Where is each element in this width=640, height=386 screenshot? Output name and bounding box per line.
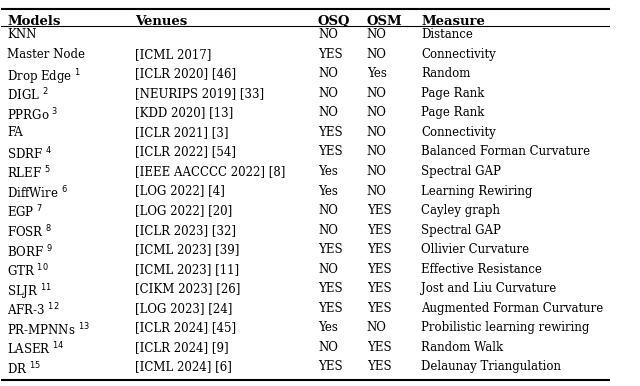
Text: [ICLR 2024] [45]: [ICLR 2024] [45] (135, 322, 236, 334)
Text: [KDD 2020] [13]: [KDD 2020] [13] (135, 107, 234, 119)
Text: DIGL $^2$: DIGL $^2$ (8, 87, 49, 103)
Text: Probilistic learning rewiring: Probilistic learning rewiring (421, 322, 590, 334)
Text: Ollivier Curvature: Ollivier Curvature (421, 243, 529, 256)
Text: [LOG 2022] [20]: [LOG 2022] [20] (135, 204, 232, 217)
Text: EGP $^7$: EGP $^7$ (8, 204, 44, 221)
Text: YES: YES (367, 302, 391, 315)
Text: Cayley graph: Cayley graph (421, 204, 500, 217)
Text: DiffWire $^6$: DiffWire $^6$ (8, 185, 68, 201)
Text: YES: YES (367, 243, 391, 256)
Text: NO: NO (318, 28, 338, 41)
Text: Connectivity: Connectivity (421, 126, 496, 139)
Text: [ICLR 2024] [9]: [ICLR 2024] [9] (135, 341, 229, 354)
Text: NO: NO (318, 107, 338, 119)
Text: NO: NO (367, 126, 387, 139)
Text: [ICML 2023] [11]: [ICML 2023] [11] (135, 263, 239, 276)
Text: RLEF $^5$: RLEF $^5$ (8, 165, 51, 182)
Text: Connectivity: Connectivity (421, 48, 496, 61)
Text: Yes: Yes (318, 322, 338, 334)
Text: AFR-3 $^{12}$: AFR-3 $^{12}$ (8, 302, 60, 318)
Text: Yes: Yes (318, 185, 338, 198)
Text: Random Walk: Random Walk (421, 341, 504, 354)
Text: Delaunay Triangulation: Delaunay Triangulation (421, 361, 561, 374)
Text: PPRGo $^3$: PPRGo $^3$ (8, 107, 59, 123)
Text: [LOG 2022] [4]: [LOG 2022] [4] (135, 185, 225, 198)
Text: Models: Models (8, 15, 61, 28)
Text: YES: YES (367, 223, 391, 237)
Text: Effective Resistance: Effective Resistance (421, 263, 542, 276)
Text: FOSR $^8$: FOSR $^8$ (8, 223, 52, 240)
Text: BORF $^9$: BORF $^9$ (8, 243, 53, 260)
Text: NO: NO (367, 28, 387, 41)
Text: Augmented Forman Curvature: Augmented Forman Curvature (421, 302, 604, 315)
Text: [LOG 2023] [24]: [LOG 2023] [24] (135, 302, 233, 315)
Text: DR $^{15}$: DR $^{15}$ (8, 361, 42, 377)
Text: Yes: Yes (318, 165, 338, 178)
Text: Spectral GAP: Spectral GAP (421, 223, 501, 237)
Text: NO: NO (318, 87, 338, 100)
Text: Venues: Venues (135, 15, 188, 28)
Text: NO: NO (367, 322, 387, 334)
Text: YES: YES (367, 341, 391, 354)
Text: Page Rank: Page Rank (421, 87, 484, 100)
Text: YES: YES (318, 126, 342, 139)
Text: Master Node: Master Node (8, 48, 86, 61)
Text: [ICML 2024] [6]: [ICML 2024] [6] (135, 361, 232, 374)
Text: [ICML 2023] [39]: [ICML 2023] [39] (135, 243, 240, 256)
Text: NO: NO (367, 48, 387, 61)
Text: NO: NO (318, 341, 338, 354)
Text: [ICLR 2022] [54]: [ICLR 2022] [54] (135, 146, 236, 159)
Text: [NEURIPS 2019] [33]: [NEURIPS 2019] [33] (135, 87, 264, 100)
Text: NO: NO (318, 263, 338, 276)
Text: [ICLR 2023] [32]: [ICLR 2023] [32] (135, 223, 236, 237)
Text: SDRF $^4$: SDRF $^4$ (8, 146, 52, 162)
Text: YES: YES (318, 243, 342, 256)
Text: YES: YES (318, 48, 342, 61)
Text: OSM: OSM (367, 15, 403, 28)
Text: OSQ: OSQ (318, 15, 351, 28)
Text: LASER $^{14}$: LASER $^{14}$ (8, 341, 65, 357)
Text: YES: YES (367, 361, 391, 374)
Text: GTR $^{10}$: GTR $^{10}$ (8, 263, 49, 279)
Text: NO: NO (318, 223, 338, 237)
Text: Drop Edge $^1$: Drop Edge $^1$ (8, 67, 82, 87)
Text: Random: Random (421, 67, 471, 80)
Text: [IEEE AACCCC 2022] [8]: [IEEE AACCCC 2022] [8] (135, 165, 285, 178)
Text: NO: NO (367, 87, 387, 100)
Text: NO: NO (367, 165, 387, 178)
Text: Yes: Yes (367, 67, 387, 80)
Text: NO: NO (318, 67, 338, 80)
Text: Balanced Forman Curvature: Balanced Forman Curvature (421, 146, 591, 159)
Text: NO: NO (367, 107, 387, 119)
Text: YES: YES (367, 204, 391, 217)
Text: KNN: KNN (8, 28, 37, 41)
Text: YES: YES (367, 263, 391, 276)
Text: PR-MPNNs $^{13}$: PR-MPNNs $^{13}$ (8, 322, 90, 338)
Text: YES: YES (318, 361, 342, 374)
Text: NO: NO (367, 146, 387, 159)
Text: [ICML 2017]: [ICML 2017] (135, 48, 212, 61)
Text: Page Rank: Page Rank (421, 107, 484, 119)
Text: NO: NO (318, 204, 338, 217)
Text: Jost and Liu Curvature: Jost and Liu Curvature (421, 282, 557, 295)
Text: YES: YES (318, 302, 342, 315)
Text: SLJR $^{11}$: SLJR $^{11}$ (8, 282, 52, 302)
Text: Spectral GAP: Spectral GAP (421, 165, 501, 178)
Text: YES: YES (367, 282, 391, 295)
Text: Distance: Distance (421, 28, 474, 41)
Text: NO: NO (367, 185, 387, 198)
Text: Learning Rewiring: Learning Rewiring (421, 185, 532, 198)
Text: YES: YES (318, 146, 342, 159)
Text: Measure: Measure (421, 15, 485, 28)
Text: [CIKM 2023] [26]: [CIKM 2023] [26] (135, 282, 241, 295)
Text: [ICLR 2020] [46]: [ICLR 2020] [46] (135, 67, 236, 80)
Text: YES: YES (318, 282, 342, 295)
Text: FA: FA (8, 126, 23, 139)
Text: [ICLR 2021] [3]: [ICLR 2021] [3] (135, 126, 229, 139)
